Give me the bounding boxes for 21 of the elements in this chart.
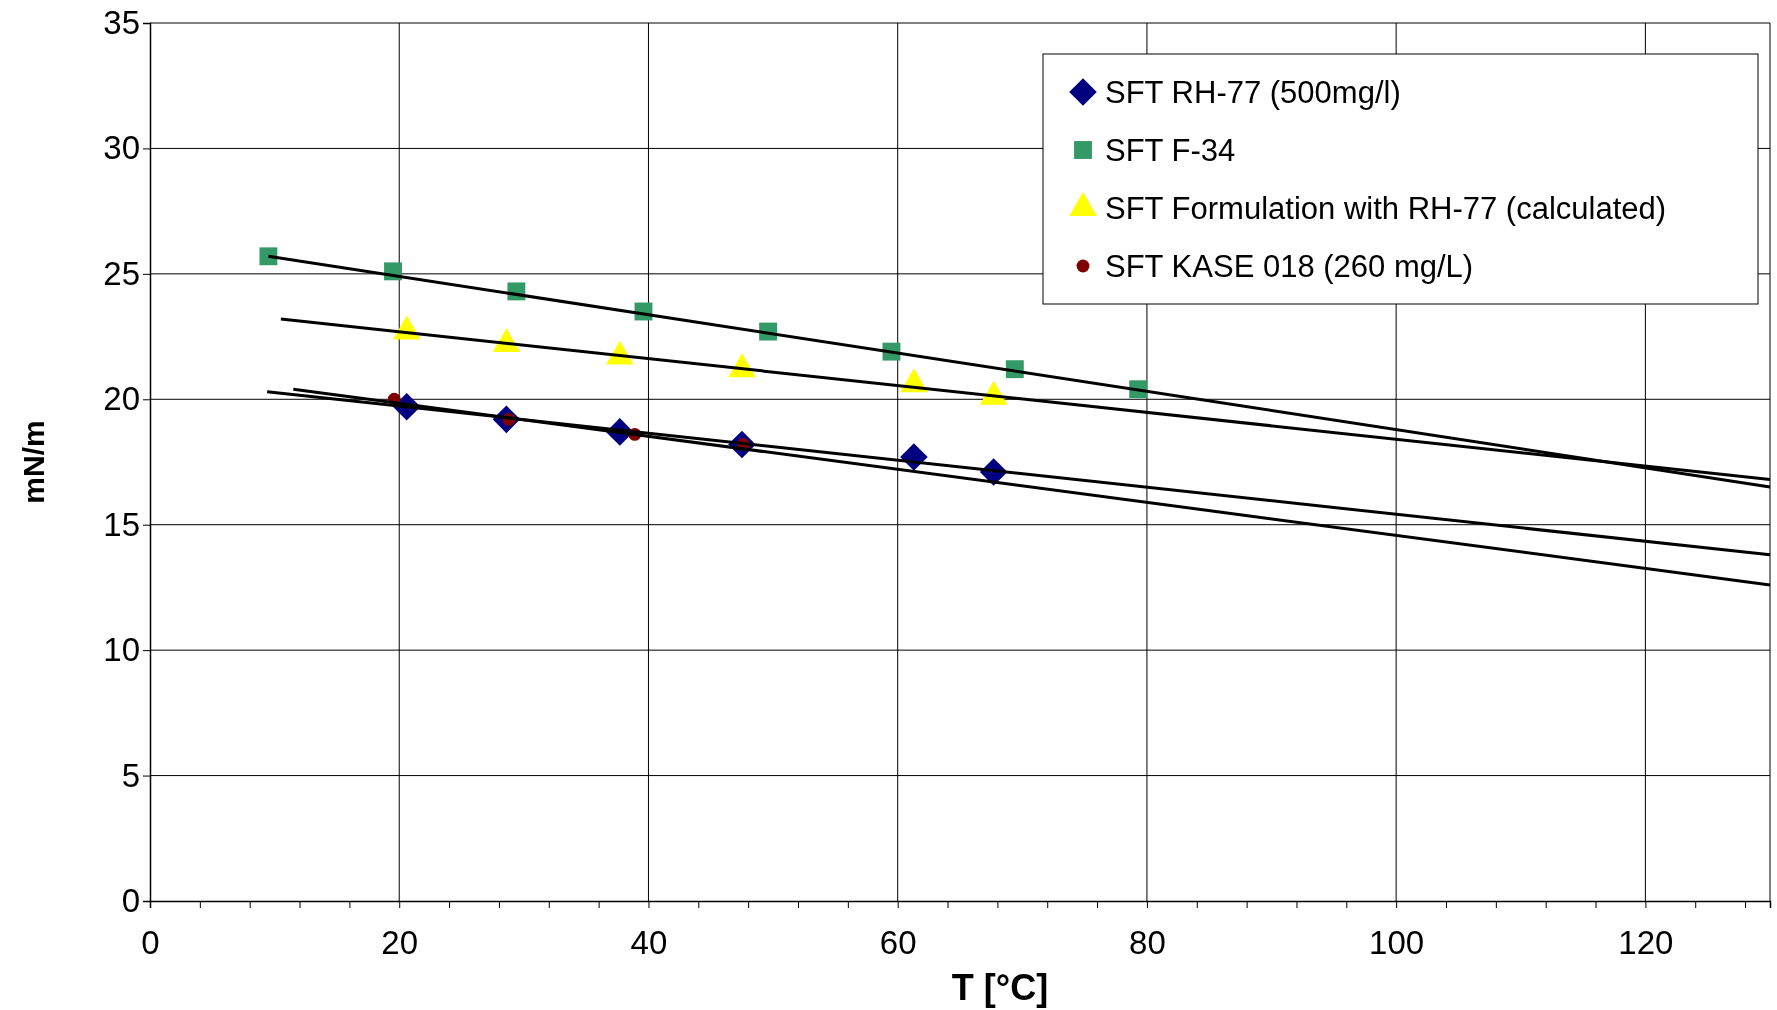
y-tick-label: 35 [103,4,140,42]
x-tick-label: 100 [1369,923,1425,961]
x-tick-label: 40 [630,923,668,961]
legend-label: SFT RH-77 (500mg/l) [1105,75,1401,110]
x-tick-label: 80 [1129,923,1166,961]
legend-label: SFT Formulation with RH-77 (calculated) [1105,191,1667,226]
point [259,247,278,266]
y-tick-label: 25 [103,254,140,292]
y-tick-label: 20 [103,380,140,418]
y-tick-label: 15 [103,505,140,543]
legend-label: SFT KASE 018 (260 mg/L) [1105,249,1474,284]
x-tick-label: 20 [381,923,419,961]
y-axis-title: mN/m [17,420,50,504]
y-tick-label: 30 [103,129,140,167]
legend-label: SFT F-34 [1105,133,1236,168]
y-tick-label: 0 [121,882,140,920]
y-tick-label: 10 [103,631,140,669]
y-tick-label: 5 [121,756,140,794]
x-tick-label: 60 [879,923,917,961]
x-tick-label: 120 [1618,923,1674,961]
x-axis-title: T [°C] [951,967,1049,1008]
